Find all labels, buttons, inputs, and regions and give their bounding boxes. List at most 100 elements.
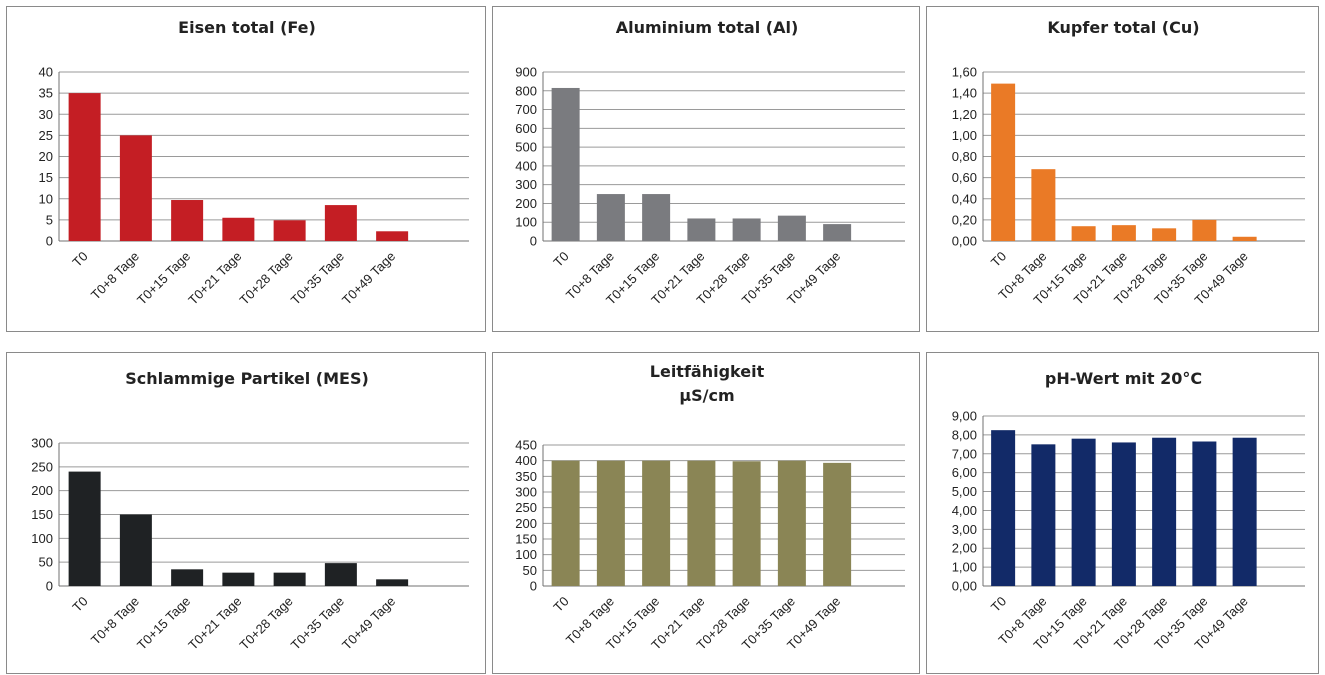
y-tick-label: 50 bbox=[523, 563, 537, 578]
chart-title: Eisen total (Fe) bbox=[178, 18, 316, 37]
y-tick-label: 0,40 bbox=[952, 191, 977, 206]
bar bbox=[823, 462, 852, 586]
y-tick-label: 0 bbox=[46, 579, 53, 594]
bar bbox=[1232, 437, 1257, 586]
y-tick-label: 900 bbox=[515, 65, 537, 80]
y-tick-label: 25 bbox=[39, 128, 53, 143]
bar bbox=[1031, 444, 1056, 586]
chart-title: Kupfer total (Cu) bbox=[1047, 18, 1199, 37]
bar bbox=[642, 460, 671, 586]
y-tick-label: 0,00 bbox=[952, 579, 977, 594]
bar bbox=[119, 514, 152, 586]
x-tick-label: T0+15 Tage bbox=[134, 249, 193, 308]
y-tick-label: 0 bbox=[530, 234, 537, 249]
chart-subtitle: µS/cm bbox=[679, 386, 734, 405]
x-tick-label: T0+49 Tage bbox=[339, 594, 398, 653]
bar bbox=[687, 460, 716, 586]
x-tick-label: T0+49 Tage bbox=[339, 249, 398, 308]
bar bbox=[732, 218, 761, 241]
x-tick-label: T0+28 Tage bbox=[236, 249, 295, 308]
chart-panel-leitfaehigkeit: Leitfähigkeit µS/cm 0 50 100 150 200 250 300 350 4… bbox=[492, 352, 920, 674]
y-tick-label: 0,60 bbox=[952, 170, 977, 185]
y-tick-label: 200 bbox=[515, 516, 537, 531]
y-tick-label: 1,00 bbox=[952, 560, 977, 575]
y-tick-label: 1,40 bbox=[952, 86, 977, 101]
y-tick-label: 150 bbox=[31, 507, 53, 522]
chart-aluminium: Aluminium total (Al) 0 100 200 300 400 500 600 7… bbox=[515, 18, 905, 308]
bar bbox=[273, 220, 306, 241]
y-tick-label: 50 bbox=[39, 555, 53, 570]
bar bbox=[991, 430, 1016, 586]
y-tick-label: 5 bbox=[46, 212, 53, 227]
y-tick-label: 400 bbox=[515, 453, 537, 468]
bar bbox=[1031, 169, 1056, 241]
y-tick-label: 350 bbox=[515, 469, 537, 484]
bar bbox=[324, 563, 357, 586]
bar bbox=[376, 231, 409, 241]
bar bbox=[596, 460, 625, 586]
chart-panel-schlamm: Schlammige Partikel (MES) 0 50 100 150 200 250… bbox=[6, 352, 486, 674]
x-tick-label: T0+8 Tage bbox=[88, 249, 142, 303]
y-tick-label: 100 bbox=[515, 547, 537, 562]
bar bbox=[777, 460, 806, 586]
bar bbox=[642, 194, 671, 241]
bar bbox=[687, 218, 716, 241]
chart-panel-kupfer: Kupfer total (Cu) 0,00 0,20 0,40 0,60 0,80 1,0… bbox=[926, 6, 1319, 332]
bar bbox=[1071, 438, 1096, 586]
chart-panel-eisen: Eisen total (Fe) 0 5 10 15 20 25 30 35 40 T0 T0+8 T… bbox=[6, 6, 486, 332]
y-tick-label: 800 bbox=[515, 83, 537, 98]
bar bbox=[991, 83, 1016, 242]
chart-schlamm: Schlammige Partikel (MES) 0 50 100 150 200 250… bbox=[31, 369, 469, 653]
chart-panel-ph: pH-Wert mit 20°C 0,00 1,00 2,00 3,00 4,00 5,00… bbox=[926, 352, 1319, 674]
y-tick-label: 9,00 bbox=[952, 409, 977, 424]
y-tick-label: 250 bbox=[515, 500, 537, 515]
y-tick-label: 250 bbox=[31, 459, 53, 474]
chart-ph: pH-Wert mit 20°C 0,00 1,00 2,00 3,00 4,00 5,00… bbox=[952, 369, 1305, 653]
bar bbox=[1111, 442, 1136, 586]
y-tick-label: 1,00 bbox=[952, 128, 977, 143]
x-tick-label: T0+21 Tage bbox=[185, 249, 244, 308]
y-tick-label: 400 bbox=[515, 158, 537, 173]
bar bbox=[1232, 236, 1257, 241]
y-tick-label: 450 bbox=[515, 438, 537, 453]
y-tick-label: 0,00 bbox=[952, 234, 977, 249]
y-tick-label: 0 bbox=[46, 234, 53, 249]
bar bbox=[171, 200, 204, 241]
y-tick-label: 15 bbox=[39, 170, 53, 185]
y-tick-label: 300 bbox=[31, 436, 53, 451]
bar bbox=[777, 215, 806, 241]
y-tick-label: 200 bbox=[515, 196, 537, 211]
y-tick-label: 150 bbox=[515, 532, 537, 547]
y-tick-label: 1,60 bbox=[952, 65, 977, 80]
bar bbox=[551, 87, 580, 241]
x-tick-label: T0+15 Tage bbox=[134, 594, 193, 653]
bar bbox=[596, 194, 625, 241]
bar bbox=[1111, 225, 1136, 241]
bar bbox=[1192, 219, 1217, 241]
chart-leitfaehigkeit: LeitfähigkeitµS/cm0501001502002503003504… bbox=[515, 362, 905, 653]
y-tick-label: 100 bbox=[31, 531, 53, 546]
y-tick-label: 10 bbox=[39, 191, 53, 206]
y-tick-label: 7,00 bbox=[952, 446, 977, 461]
bar bbox=[324, 205, 357, 241]
y-tick-label: 40 bbox=[39, 65, 53, 80]
y-tick-label: 0 bbox=[530, 579, 537, 594]
x-tick-label: T0 bbox=[550, 249, 571, 270]
bar bbox=[68, 93, 101, 241]
bar bbox=[222, 572, 255, 586]
y-tick-label: 6,00 bbox=[952, 465, 977, 480]
y-tick-label: 2,00 bbox=[952, 541, 977, 556]
bar bbox=[222, 217, 255, 241]
y-tick-label: 5,00 bbox=[952, 484, 977, 499]
y-tick-label: 200 bbox=[31, 483, 53, 498]
bar bbox=[1071, 226, 1096, 241]
y-tick-label: 35 bbox=[39, 86, 53, 101]
y-tick-label: 600 bbox=[515, 121, 537, 136]
y-tick-label: 3,00 bbox=[952, 522, 977, 537]
bar bbox=[1152, 228, 1177, 241]
bar bbox=[1192, 441, 1217, 586]
x-tick-label: T0 bbox=[69, 249, 90, 270]
x-tick-label: T0 bbox=[988, 249, 1009, 270]
x-tick-label: T0 bbox=[988, 594, 1009, 615]
